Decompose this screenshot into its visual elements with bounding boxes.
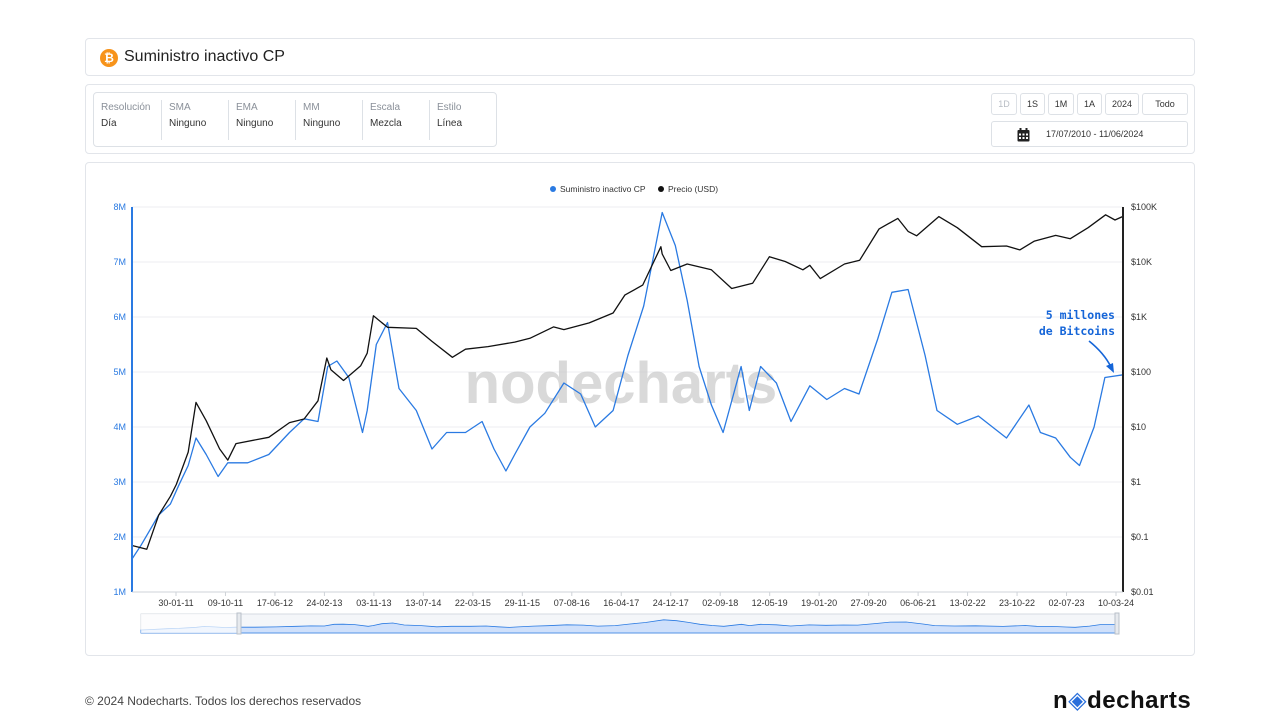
x-tick-label: 30-01-11 [158, 598, 193, 608]
gridlines [132, 206, 1123, 593]
y-left-tick-label: 2M [113, 532, 126, 542]
footer-logo: n◈decharts [1053, 687, 1192, 714]
y-left-tick-label: 7M [113, 257, 126, 267]
setting-value: Ninguno [169, 118, 207, 129]
y-left-tick-label: 4M [113, 422, 126, 432]
x-tick-label: 12-05-19 [752, 598, 788, 608]
date-range-picker[interactable]: 17/07/2010 - 11/06/2024 [991, 121, 1188, 147]
setting-value: Día [101, 118, 117, 129]
range-button-1m[interactable]: 1M [1048, 93, 1074, 115]
range-navigator[interactable] [140, 612, 1120, 635]
range-button-2024[interactable]: 2024 [1105, 93, 1139, 115]
y-left-tick-label: 5M [113, 367, 126, 377]
y-right-tick-label: $1K [1131, 312, 1147, 322]
range-button-all[interactable]: Todo [1142, 93, 1188, 115]
navigator-series-area [140, 619, 1119, 634]
x-tick-label: 29-11-15 [505, 598, 540, 608]
y-right-tick-label: $100 [1131, 367, 1151, 377]
x-tick-label: 06-06-21 [900, 598, 936, 608]
x-tick-label: 22-03-15 [455, 598, 491, 608]
setting-scale[interactable]: Escala Mezcla [362, 100, 429, 140]
setting-label: SMA [169, 102, 191, 113]
annotation-arrow [1088, 340, 1112, 368]
x-tick-label: 13-02-22 [950, 598, 986, 608]
setting-value: Mezcla [370, 118, 402, 129]
x-tick-label: 23-10-22 [999, 598, 1035, 608]
y-left-tick-label: 6M [113, 312, 126, 322]
y-left-tick-label: 8M [113, 202, 126, 212]
setting-value: Ninguno [236, 118, 274, 129]
range-button-1s[interactable]: 1S [1020, 93, 1045, 115]
setting-label: Escala [370, 102, 401, 113]
axes: 1M 2M 3M 4M 5M 6M 7M 8M $0.01 $0.1 $1 $10 $100 $1K $10… [113, 202, 1157, 608]
chart-panel: nodecharts 1M 2M 3M 4M 5M 6M 7M 8M $0.01 $0.1 $1 $1… [85, 162, 1195, 656]
x-tick-label: 16-04-17 [603, 598, 639, 608]
navigator-handle-right [1114, 612, 1120, 635]
x-tick-label: 10-03-24 [1098, 598, 1134, 608]
setting-label: EMA [236, 102, 258, 113]
setting-sma[interactable]: SMA Ninguno [161, 100, 228, 140]
setting-value: Línea [437, 118, 463, 129]
footer-copyright: © 2024 Nodecharts. Todos los derechos re… [85, 694, 362, 708]
page-title: Suministro inactivo CP [124, 48, 285, 65]
date-range-text: 17/07/2010 - 11/06/2024 [1046, 129, 1144, 139]
setting-style[interactable]: Estilo Línea [429, 100, 496, 140]
controls-panel: Resolución Día SMA Ninguno EMA Ninguno M… [85, 84, 1195, 154]
y-right-tick-label: $100K [1131, 202, 1157, 212]
series-line-supply [131, 211, 1124, 560]
x-tick-label: 24-02-13 [306, 598, 342, 608]
y-right-tick-label: $10 [1131, 422, 1146, 432]
setting-resolution[interactable]: Resolución Día [94, 100, 162, 140]
annotation-arrowhead [1106, 363, 1114, 373]
setting-label: Resolución [101, 102, 151, 113]
x-tick-label: 27-09-20 [851, 598, 887, 608]
legend-swatch-supply [550, 186, 556, 192]
x-tick-label: 07-08-16 [554, 598, 590, 608]
x-tick-label: 19-01-20 [801, 598, 837, 608]
bitcoin-icon: ₿ [100, 49, 118, 67]
y-right-tick-label: $1 [1131, 477, 1141, 487]
setting-value: Ninguno [303, 118, 341, 129]
x-tick-label: 17-06-12 [257, 598, 293, 608]
x-tick-label: 24-12-17 [653, 598, 689, 608]
setting-label: MM [303, 102, 320, 113]
calendar-icon [1017, 128, 1030, 142]
y-left-tick-label: 3M [113, 477, 126, 487]
x-tick-label: 13-07-14 [405, 598, 441, 608]
legend-label-supply: Suministro inactivo CP [560, 184, 646, 194]
setting-mm[interactable]: MM Ninguno [295, 100, 362, 140]
y-right-tick-label: $0.01 [1131, 587, 1154, 597]
chart[interactable]: nodecharts 1M2M3M4M5M6M7M8M$0.01$0.1$1$1… [86, 163, 1194, 655]
y-right-tick-label: $0.1 [1131, 532, 1149, 542]
title-bar: ₿ Suministro inactivo CP [85, 38, 1195, 76]
navigator-handle-left [236, 612, 242, 635]
x-tick-label: 02-07-23 [1049, 598, 1085, 608]
setting-ema[interactable]: EMA Ninguno [228, 100, 295, 140]
range-button-1d[interactable]: 1D [991, 93, 1017, 115]
navigator-mask [141, 614, 238, 633]
x-tick-label: 09-10-11 [208, 598, 243, 608]
annotation-line-1: 5 millones [1046, 308, 1115, 322]
chart-settings: Resolución Día SMA Ninguno EMA Ninguno M… [93, 92, 497, 147]
range-button-1a[interactable]: 1A [1077, 93, 1102, 115]
legend-label-price: Precio (USD) [668, 184, 718, 194]
setting-label: Estilo [437, 102, 462, 113]
series-line-price [131, 214, 1124, 550]
x-tick-label: 02-09-18 [702, 598, 738, 608]
annotation-line-2: de Bitcoins [1039, 324, 1115, 338]
y-left-tick-label: 1M [113, 587, 126, 597]
y-right-tick-label: $10K [1131, 257, 1152, 267]
x-tick-label: 03-11-13 [356, 598, 391, 608]
series-layer [131, 211, 1124, 560]
legend-swatch-price [658, 186, 664, 192]
legend[interactable]: Suministro inactivo CP Precio (USD) [550, 184, 718, 194]
annotation: 5 millones de Bitcoins [1039, 308, 1115, 373]
